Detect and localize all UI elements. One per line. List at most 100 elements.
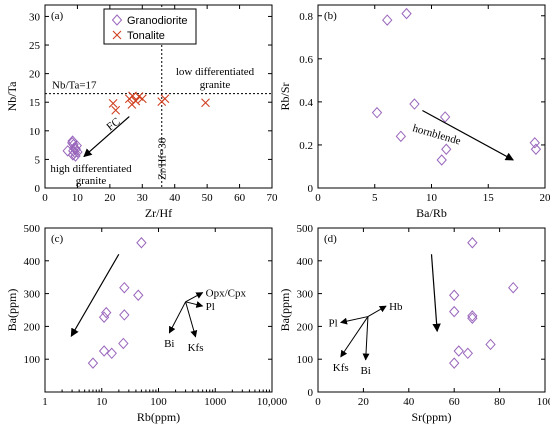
trend-arrows: [70, 253, 120, 337]
panel-a: (a) Zr/Hf Nb/Ta 0 10 20 30 40 50 60 70 0 5 10 15 20 2…: [5, 4, 278, 220]
point-granodiorite: [449, 305, 460, 318]
vector-label: Kfs: [188, 342, 204, 354]
x-tick-label: 5: [372, 192, 378, 204]
ticks: 1 10 100 1000 10,000 100 200 300 400 500: [24, 223, 288, 408]
y-tick-label: 20: [29, 69, 41, 81]
ref-label-nbta: Nb/Ta=17: [52, 80, 97, 92]
y-tick-label: 400: [24, 256, 41, 268]
y-tick-label: 100: [297, 354, 314, 366]
point-granodiorite: [67, 137, 78, 149]
panel-d: (d) Sr(ppm) Ba(ppm) 0 20 40 60 80 100 0 100 200 3…: [278, 223, 550, 424]
trend-arrows: [430, 254, 441, 333]
y-tick-label: 500: [297, 223, 314, 235]
annot-high-diff-2: granite: [76, 175, 107, 187]
y-tick-label: 500: [24, 223, 41, 235]
x-axis-title: Rb(ppm): [137, 410, 180, 424]
vector-label: Hb: [389, 301, 403, 313]
y-tick-label: 100: [24, 354, 41, 366]
x-tick-label: 40: [169, 192, 181, 204]
trend-arrows: [422, 109, 514, 161]
trend-arrow: [430, 254, 441, 333]
panel-c: (c) Rb(ppm) Ba(ppm) 1 10 100 1000 10,000 100 2…: [5, 223, 288, 424]
point-granodiorite: [453, 345, 464, 357]
annot-low-diff-1: low differentiated: [176, 66, 255, 78]
annot-high-diff-1: high differentiated: [50, 163, 132, 175]
point-granodiorite: [101, 306, 112, 319]
y-tick-label: 0.4: [299, 97, 313, 109]
x-axis-title: Sr(ppm): [412, 410, 452, 424]
y-tick-label: 300: [24, 289, 41, 301]
y-axis-title: Nb/Ta: [5, 81, 19, 111]
x-tick-label: 40: [403, 396, 415, 408]
legend-marker-tonalite: [112, 30, 122, 40]
point-granodiorite: [485, 338, 496, 351]
data-points: [87, 237, 147, 369]
vector-label: Bi: [164, 338, 174, 350]
y-tick-label: 0: [35, 183, 41, 195]
point-tonalite: [160, 94, 170, 104]
panel-label: (d): [324, 233, 337, 245]
y-tick-label: 15: [29, 97, 41, 109]
point-tonalite: [111, 105, 121, 115]
point-granodiorite: [136, 237, 147, 249]
vector-pl: [340, 316, 369, 325]
y-tick-label: 200: [24, 321, 41, 333]
point-granodiorite: [467, 310, 478, 322]
legend-box: [103, 8, 197, 45]
x-tick-label: 10,000: [257, 396, 288, 408]
point-granodiorite: [395, 130, 407, 143]
y-tick-label: 200: [297, 321, 314, 333]
vector-pl: [185, 301, 204, 308]
point-granodiorite: [439, 111, 451, 123]
x-tick-label: 20: [540, 192, 550, 204]
x-tick-label: 60: [234, 192, 246, 204]
vector-label: Opx/Cpx: [206, 288, 247, 300]
point-granodiorite: [441, 143, 452, 155]
x-tick-label: 80: [494, 396, 506, 408]
point-granodiorite: [449, 357, 460, 369]
mineral-vectors: Hb Pl Kfs Bi: [329, 301, 404, 377]
x-tick-label: 10: [72, 192, 84, 204]
annot-hornblende: hornblende: [411, 122, 462, 147]
y-axis-title: Ba(ppm): [278, 289, 292, 332]
y-tick-label: 0: [308, 183, 314, 195]
plot-frame: [317, 227, 546, 393]
trend-arrow: [422, 109, 514, 161]
annot-fc: FC: [104, 116, 122, 134]
plot-frame: [44, 4, 273, 189]
point-granodiorite: [118, 337, 129, 350]
reference-lines: [45, 5, 272, 188]
point-granodiorite: [98, 311, 110, 323]
point-granodiorite: [87, 357, 99, 369]
legend-label-granodiorite: Granodiorite: [127, 15, 188, 27]
point-granodiorite: [467, 312, 478, 324]
vector-label: Pl: [206, 301, 215, 313]
legend-x: [112, 30, 122, 40]
vector-label: Bi: [360, 365, 370, 377]
annot-low-diff-2: granite: [200, 79, 231, 91]
panel-label: (a): [51, 10, 64, 22]
x-tick-label: 10: [96, 396, 108, 408]
x-tick-label: 20: [358, 396, 370, 408]
x-tick-label: 10: [426, 192, 438, 204]
vector-bi: [362, 316, 370, 361]
panel-label: (c): [51, 233, 64, 245]
vector-label: Pl: [329, 317, 338, 329]
x-tick-label: 60: [449, 396, 461, 408]
y-tick-label: 0.8: [299, 11, 313, 23]
y-tick-label: 5: [35, 154, 41, 166]
point-granodiorite: [70, 150, 81, 162]
point-granodiorite: [106, 347, 117, 360]
y-tick-label: 10: [29, 126, 41, 138]
x-tick-label: 30: [137, 192, 149, 204]
legend-label-tonalite: Tonalite: [127, 30, 165, 42]
trend-arrow: [83, 116, 130, 158]
point-tonalite: [201, 98, 210, 108]
ticks: 0 20 40 60 80 100 0 100 200 300 400 500: [297, 223, 550, 408]
point-granodiorite: [119, 309, 130, 321]
point-granodiorite: [467, 237, 478, 249]
point-granodiorite: [98, 345, 110, 357]
data-points: [449, 237, 519, 369]
vector-label: Kfs: [333, 362, 349, 374]
